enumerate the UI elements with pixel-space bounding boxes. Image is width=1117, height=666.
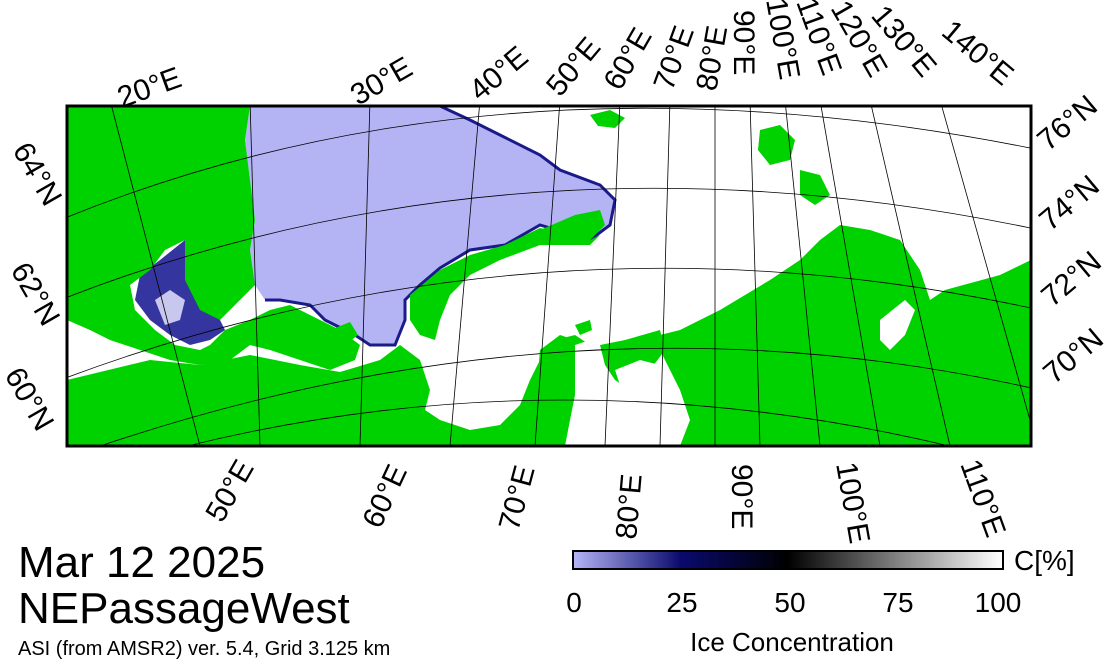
land-scandinavia	[67, 106, 360, 370]
lon-label-bottom: 80°E	[610, 473, 649, 541]
colorbar-tick: 75	[882, 587, 914, 618]
graticule	[67, 106, 1031, 446]
lat-label-left: 60°N	[0, 362, 60, 437]
lon-label-top: 90°E	[727, 10, 760, 75]
lon-label-top: 30°E	[345, 51, 418, 112]
lon-label-bottom: 110°E	[953, 455, 1011, 541]
date-title: Mar 12 2025	[18, 538, 266, 587]
lat-label-left: 62°N	[4, 257, 66, 332]
baltic-water-light	[155, 290, 185, 325]
lon-label-bottom: 60°E	[356, 460, 414, 533]
land-gydan	[600, 330, 665, 390]
baltic-water	[135, 240, 225, 345]
colorbar-tick: 50	[774, 587, 806, 618]
yenisei-gulf	[615, 360, 670, 410]
lat-label-right: 74°N	[1033, 169, 1106, 237]
lon-label-top: 40°E	[463, 40, 534, 107]
colorbar-tick: 25	[666, 587, 698, 618]
colorbar-tick: 0	[566, 587, 582, 618]
lat-label-right: 72°N	[1035, 245, 1108, 313]
land-novaya-zemlya	[540, 210, 605, 240]
lon-label-bottom: 70°E	[493, 462, 542, 534]
colorbar-tick: 100	[974, 587, 1022, 618]
lon-label-top: 140°E	[936, 14, 1020, 92]
land-vaygach	[575, 320, 592, 335]
lat-label-right: 70°N	[1037, 322, 1110, 390]
lon-label-bottom: 100°E	[829, 459, 876, 546]
lat-label-right: 76°N	[1031, 89, 1104, 157]
map-frame	[65, 104, 1033, 448]
land-severnaya-zemlya	[758, 125, 795, 165]
product-info: ASI (from AMSR2) ver. 5.4, Grid 3.125 km	[18, 638, 391, 660]
colorbar-unit: C[%]	[1014, 545, 1075, 576]
lat-label-left: 64°N	[6, 137, 68, 212]
land-east-corner	[1000, 260, 1031, 300]
land-kolguev	[330, 322, 358, 345]
colorbar-title: Ice Concentration	[690, 627, 894, 657]
lon-label-bottom: 50°E	[199, 454, 260, 527]
ob-gulf	[570, 340, 600, 440]
land-franz-josef	[590, 110, 625, 128]
region-title: NEPassageWest	[18, 584, 350, 633]
land-taimyr	[640, 225, 1031, 446]
lon-label-bottom: 90°E	[725, 464, 758, 529]
lon-label-top: 50°E	[540, 31, 607, 102]
ice-concentration-colorbar	[572, 550, 1004, 570]
land-russia-south	[67, 335, 590, 446]
khatanga-bay	[880, 300, 915, 350]
open-water-area	[245, 106, 615, 345]
